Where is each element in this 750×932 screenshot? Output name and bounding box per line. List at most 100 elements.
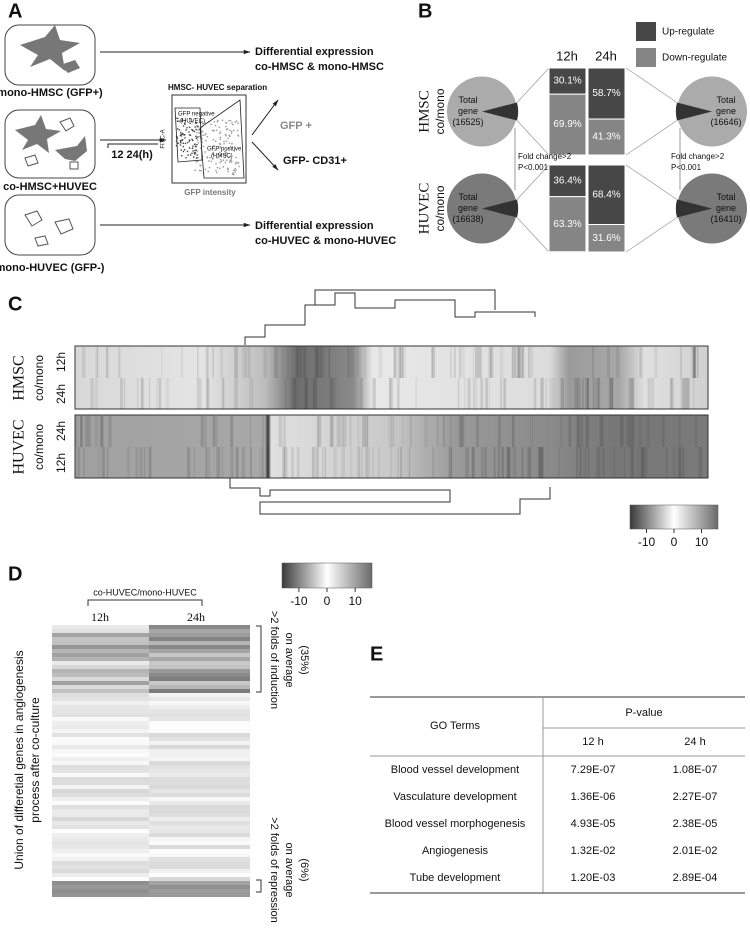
flow-dot xyxy=(185,156,187,159)
stripe xyxy=(448,447,453,478)
flow-dot xyxy=(180,135,183,137)
legend-swatch xyxy=(636,48,656,67)
flow-dot xyxy=(229,155,232,158)
heat-cell xyxy=(149,857,250,861)
heat-cell xyxy=(149,673,250,677)
connector xyxy=(516,67,550,156)
stripe xyxy=(476,378,478,409)
stripe xyxy=(140,378,145,409)
stripe xyxy=(549,378,552,409)
heat-cell xyxy=(149,653,250,657)
flow-dot xyxy=(219,158,222,161)
flow-dot xyxy=(195,124,198,127)
stripe xyxy=(357,447,361,478)
heat-cell xyxy=(52,709,149,713)
stripe xyxy=(528,347,531,378)
flow-dot xyxy=(218,142,221,145)
stripe xyxy=(415,378,417,409)
stripe xyxy=(216,447,221,478)
flow-dot xyxy=(201,130,204,133)
heat-cell xyxy=(149,881,250,885)
flow-dot xyxy=(232,123,234,126)
colorbar xyxy=(281,562,373,589)
heat-cell xyxy=(52,721,149,725)
heat-cell xyxy=(149,713,250,717)
p-value: 2.01E-02 xyxy=(673,845,718,857)
flow-dot xyxy=(209,156,212,159)
column-label: 12h xyxy=(91,610,109,624)
heatmap-texture xyxy=(76,347,703,478)
stripe xyxy=(472,347,474,378)
heat-cell xyxy=(52,849,149,853)
stripe xyxy=(561,378,564,409)
heat-cell xyxy=(149,737,250,741)
flow-dot xyxy=(200,169,203,172)
annotation: >2 folds of induction xyxy=(268,611,280,709)
stripe xyxy=(616,347,620,378)
stripe xyxy=(298,347,300,378)
flow-dot xyxy=(189,122,191,125)
flow-dot xyxy=(226,152,228,154)
dish xyxy=(4,194,96,256)
stripe xyxy=(577,378,581,409)
stripe xyxy=(357,347,359,378)
flow-dot xyxy=(219,145,221,148)
heat-cell xyxy=(52,841,149,845)
flow-dot xyxy=(228,160,231,162)
cells xyxy=(20,25,80,73)
dish-label: mono-HMSC (GFP+) xyxy=(0,87,103,99)
stripe xyxy=(457,378,460,409)
flow-dot xyxy=(218,126,221,128)
stripe xyxy=(397,447,399,478)
heat-cell xyxy=(52,805,149,809)
heat-cell xyxy=(52,629,149,633)
column-label: 24h xyxy=(187,610,205,624)
panel-label: B xyxy=(418,0,432,22)
stripe xyxy=(595,378,599,409)
stripe xyxy=(79,416,83,447)
stripe xyxy=(181,347,183,378)
output-text: Differential expression xyxy=(255,220,374,232)
stripe xyxy=(311,447,315,478)
flow-dot xyxy=(198,169,201,172)
stripe xyxy=(205,378,209,409)
stripe xyxy=(244,347,248,378)
stripe xyxy=(389,378,394,409)
flow-dot xyxy=(226,148,228,151)
p-value: 7.29E-07 xyxy=(571,764,616,776)
stripe xyxy=(685,378,690,409)
gate xyxy=(174,99,245,179)
stripe xyxy=(611,378,614,409)
stripe xyxy=(481,447,483,478)
p-value: 2.89E-04 xyxy=(673,872,718,884)
stripe xyxy=(101,447,105,478)
stripe xyxy=(639,347,643,378)
flow-dot xyxy=(191,147,194,149)
stripe xyxy=(693,347,696,378)
gate-label: GFP positive xyxy=(207,147,242,153)
stripe xyxy=(314,447,319,478)
flow-dot xyxy=(227,156,230,159)
flow-dot xyxy=(226,128,229,130)
flow-dot xyxy=(197,129,200,131)
flow-dot xyxy=(177,117,179,120)
flow-dot xyxy=(194,169,196,172)
heat-cell xyxy=(149,869,250,873)
p-value: 4.93E-05 xyxy=(571,818,616,830)
flow-dot xyxy=(193,130,196,133)
stripe xyxy=(641,447,643,478)
flow-dot xyxy=(201,138,203,140)
stripe xyxy=(532,416,534,447)
stripe xyxy=(233,378,238,409)
stripe xyxy=(517,347,522,378)
stripe xyxy=(187,447,191,478)
stripe xyxy=(108,416,112,447)
flow-plot xyxy=(171,94,247,184)
stripe xyxy=(84,416,89,447)
heat-cell xyxy=(149,765,250,769)
stripe xyxy=(213,416,218,447)
gate-label: GFP negative xyxy=(178,112,215,118)
stripe xyxy=(574,378,578,409)
panel-label: C xyxy=(8,293,22,315)
stripe xyxy=(377,447,380,478)
